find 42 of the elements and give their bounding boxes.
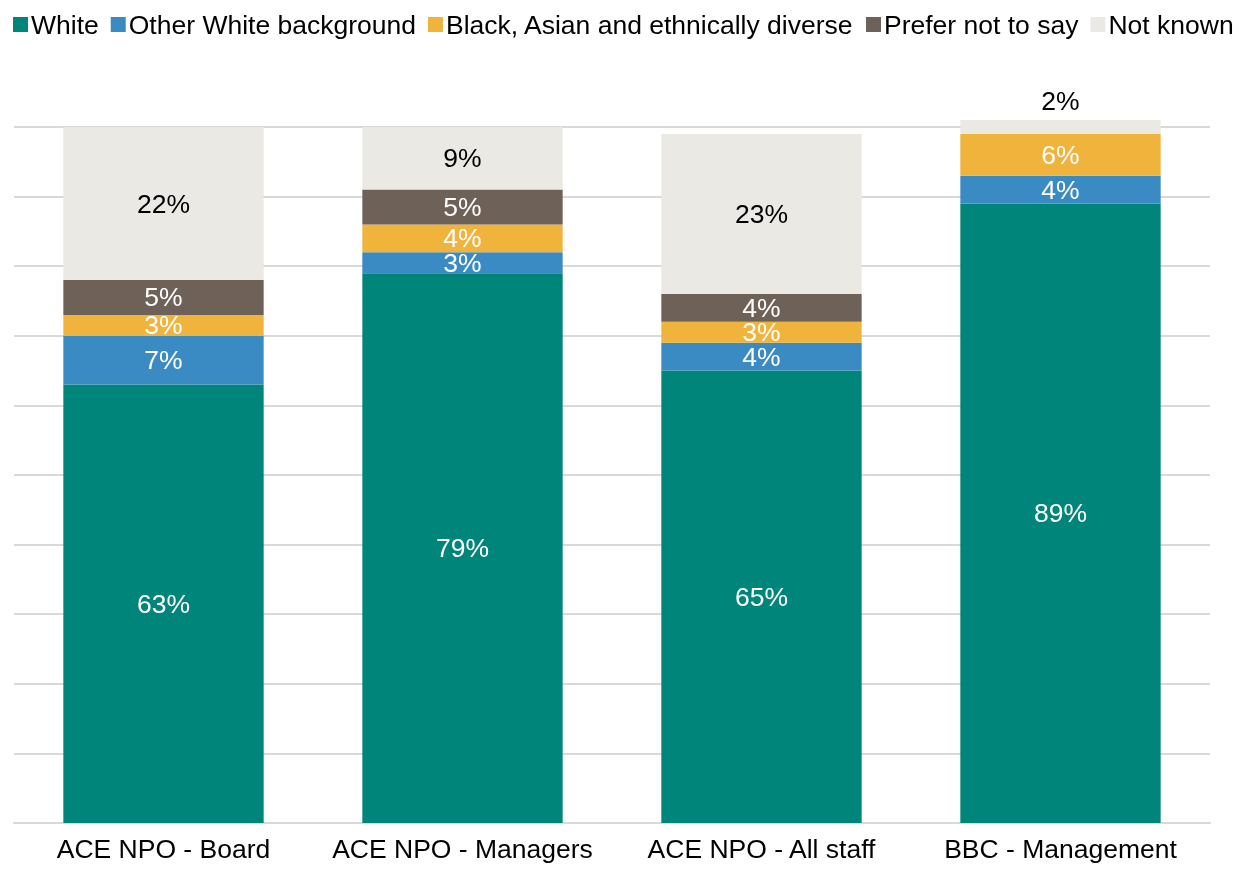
data-label: 2% — [1041, 85, 1080, 116]
bar — [960, 133, 1161, 176]
data-label: 22% — [136, 188, 191, 219]
bar — [661, 342, 862, 371]
bar — [362, 126, 563, 190]
bar — [63, 384, 264, 823]
x-tick-label: ACE NPO - All staff — [647, 833, 877, 864]
data-label: 7% — [144, 345, 183, 376]
bar — [661, 133, 862, 295]
bar — [63, 314, 264, 336]
legend-label: Prefer not to say — [883, 9, 1080, 40]
bar — [661, 294, 862, 322]
data-label: 63% — [136, 588, 191, 619]
x-tick-label: BBC - Management — [944, 833, 1178, 864]
bar — [63, 280, 264, 315]
legend-label: Other White background — [128, 9, 416, 40]
data-label: 3% — [144, 310, 183, 341]
data-label: 89% — [1033, 498, 1088, 529]
bar — [960, 203, 1161, 823]
bar — [960, 175, 1161, 204]
data-label: 4% — [1041, 174, 1080, 205]
bar — [362, 252, 563, 274]
bar — [63, 126, 264, 281]
data-label: 6% — [1041, 139, 1080, 170]
data-label: 5% — [443, 192, 482, 223]
legend-label: White — [31, 9, 99, 40]
data-label: 9% — [443, 143, 482, 174]
bar — [362, 273, 563, 823]
legend-label: Not known — [1108, 9, 1234, 40]
legend-label: Black, Asian and ethnically diverse — [445, 9, 853, 40]
bar — [960, 120, 1161, 134]
data-label: 5% — [144, 282, 183, 313]
bar — [63, 335, 264, 385]
bar — [362, 189, 563, 225]
data-label: 79% — [435, 533, 490, 564]
x-tick-label: ACE NPO - Managers — [332, 833, 593, 864]
bar — [661, 321, 862, 343]
bar — [661, 370, 862, 823]
data-label: 65% — [734, 581, 789, 612]
data-label: 23% — [734, 198, 789, 229]
bar — [362, 224, 563, 253]
x-tick-label: ACE NPO - Board — [56, 833, 271, 864]
